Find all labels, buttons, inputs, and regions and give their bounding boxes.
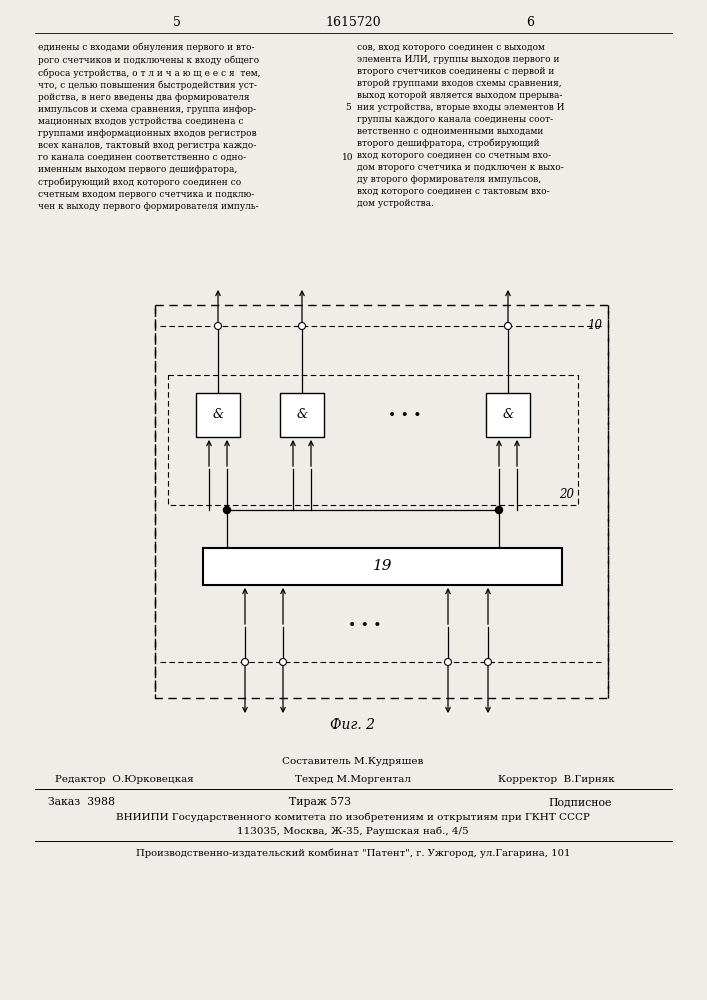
Text: • • •: • • • — [388, 408, 422, 422]
Text: 1615720: 1615720 — [325, 15, 381, 28]
Text: Фиг. 2: Фиг. 2 — [330, 718, 375, 732]
Circle shape — [242, 658, 248, 666]
Text: 5: 5 — [173, 15, 181, 28]
Text: Подписное: Подписное — [549, 797, 612, 807]
Circle shape — [298, 322, 305, 330]
Text: сов, вход которого соединен с выходом
элемента ИЛИ, группы выходов первого и
вто: сов, вход которого соединен с выходом эл… — [357, 43, 564, 208]
Text: Корректор  В.Гирняк: Корректор В.Гирняк — [498, 774, 615, 784]
Text: Техред М.Моргентал: Техред М.Моргентал — [295, 774, 411, 784]
Text: Заказ  3988: Заказ 3988 — [48, 797, 115, 807]
Text: 6: 6 — [526, 15, 534, 28]
Circle shape — [484, 658, 491, 666]
Text: Редактор  О.Юрковецкая: Редактор О.Юрковецкая — [55, 774, 194, 784]
Text: 20: 20 — [559, 488, 574, 501]
Circle shape — [496, 506, 503, 514]
Circle shape — [279, 658, 286, 666]
Circle shape — [214, 322, 221, 330]
Text: • • •: • • • — [349, 618, 382, 632]
Circle shape — [223, 506, 230, 514]
Text: 5: 5 — [345, 104, 351, 112]
Text: 19: 19 — [373, 560, 392, 574]
Text: Производственно-издательский комбинат "Патент", г. Ужгород, ул.Гагарина, 101: Производственно-издательский комбинат "П… — [136, 848, 571, 858]
Circle shape — [445, 658, 452, 666]
Text: 10: 10 — [342, 153, 354, 162]
Text: &: & — [212, 408, 223, 422]
Text: &: & — [503, 408, 513, 422]
Bar — [280, 393, 324, 437]
Circle shape — [505, 322, 511, 330]
Text: Составитель М.Кудряшев: Составитель М.Кудряшев — [282, 758, 423, 766]
Text: единены с входами обнуления первого и вто-
рого счетчиков и подключены к входу о: единены с входами обнуления первого и вт… — [38, 43, 260, 211]
Text: 113035, Москва, Ж-35, Раушская наб., 4/5: 113035, Москва, Ж-35, Раушская наб., 4/5 — [237, 826, 469, 836]
Bar — [203, 548, 562, 585]
Text: Тираж 573: Тираж 573 — [289, 797, 351, 807]
Bar — [196, 393, 240, 437]
Bar — [486, 393, 530, 437]
Text: ВНИИПИ Государственного комитета по изобретениям и открытиям при ГКНТ СССР: ВНИИПИ Государственного комитета по изоб… — [116, 812, 590, 822]
Text: &: & — [296, 408, 308, 422]
Text: 10: 10 — [587, 319, 602, 332]
